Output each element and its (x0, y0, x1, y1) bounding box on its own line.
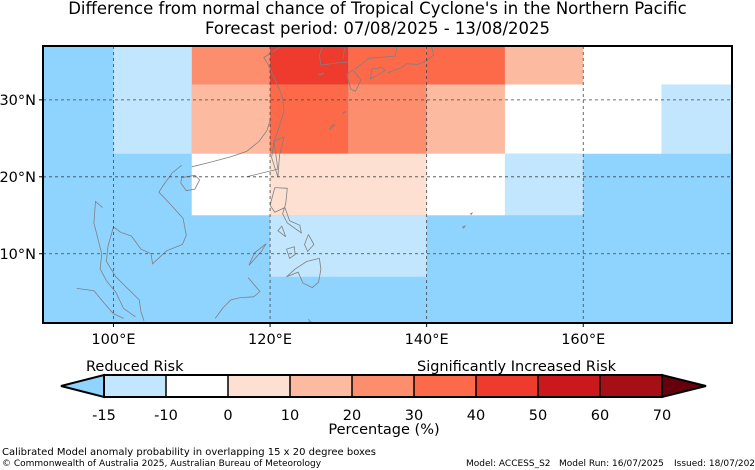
legend-ticks: -15 -10 0 10 20 30 40 50 60 70 (92, 408, 671, 424)
risk-cell-16 (504, 153, 584, 216)
chart-title: Difference from normal chance of Tropica… (68, 0, 687, 18)
coastline-15 (346, 69, 362, 92)
legend-swatch (228, 375, 290, 397)
color-legend: Reduced Risk Significantly Increased Ris… (60, 359, 707, 438)
footer-issued: Issued: 18/07/2025 (674, 459, 755, 469)
coastline-18 (387, 46, 435, 74)
risk-cell-1 (270, 46, 349, 85)
risk-cell-2 (348, 46, 427, 85)
risk-cell-14 (270, 153, 427, 216)
legend-reduced-risk-label: Reduced Risk (86, 359, 184, 375)
coastline-21 (318, 72, 325, 76)
coastline-10 (304, 234, 315, 253)
coastline-16 (369, 67, 386, 80)
lat-tick-label: 10°N (0, 247, 36, 263)
risk-cell-3 (426, 46, 505, 85)
coastline-19 (318, 46, 348, 66)
forecast-period: Forecast period: 07/08/2025 - 13/08/2025 (204, 19, 551, 38)
legend-tick-label: 50 (529, 408, 547, 424)
risk-cell-5 (583, 46, 732, 85)
legend-tick-label: 20 (343, 408, 361, 424)
risk-cell-4 (504, 46, 584, 85)
coastline-0 (271, 136, 285, 177)
coastline-9 (248, 243, 267, 266)
legend-swatch (166, 375, 228, 397)
coastline-13 (214, 277, 261, 319)
coastline-3 (105, 164, 187, 321)
legend-swatch (600, 375, 662, 397)
footer-model: Model: ACCESS_S2 (466, 459, 551, 469)
coastline-20 (342, 46, 345, 60)
coastline-24 (462, 225, 466, 229)
risk-cell-15 (426, 153, 505, 216)
coastline-22 (329, 124, 336, 131)
longitude-ticks: 100°E 120°E 140°E 160°E (91, 323, 605, 348)
legend-swatch (104, 375, 166, 397)
coastline-2 (191, 118, 272, 168)
latitude-ticks: 10°N 20°N 30°N (0, 93, 43, 263)
legend-tick-label: 30 (405, 408, 423, 424)
risk-cell-12 (661, 84, 732, 154)
risk-cell-9 (348, 84, 427, 154)
legend-tick-label: 60 (591, 408, 609, 424)
lon-tick-label: 100°E (91, 332, 135, 348)
lon-tick-label: 140°E (405, 332, 449, 348)
lon-tick-label: 120°E (248, 332, 292, 348)
legend-tick-label: 40 (467, 408, 485, 424)
legend-tick-label: 70 (653, 408, 671, 424)
legend-swatch (352, 375, 414, 397)
legend-tick-label: 10 (281, 408, 299, 424)
footer-model-run: Model Run: 16/07/2025 (559, 459, 664, 469)
coastline-4 (93, 200, 136, 318)
lat-tick-label: 20°N (0, 170, 36, 186)
legend-tick-label: -10 (154, 408, 178, 424)
coastline-6 (180, 174, 201, 192)
coastline-14 (285, 318, 312, 323)
legend-axis-label: Percentage (%) (328, 422, 439, 438)
risk-cell-13 (191, 153, 271, 216)
legend-over-arrow (661, 373, 707, 399)
coastlines (76, 46, 473, 323)
legend-swatch (538, 375, 600, 397)
legend-bar-outline (103, 374, 663, 398)
risk-cell-10 (426, 84, 505, 154)
graticule (43, 46, 732, 323)
legend-swatch (290, 375, 352, 397)
legend-tick-label: -15 (92, 408, 116, 424)
coastline-1 (246, 46, 285, 178)
coastline-23 (342, 111, 347, 115)
risk-cell-0 (191, 46, 271, 85)
map-frame (42, 45, 733, 324)
risk-cell-7 (191, 84, 271, 154)
coastline-11 (286, 246, 296, 260)
lon-tick-label: 160°E (561, 332, 605, 348)
risk-cell-17 (270, 215, 427, 277)
coastline-5 (76, 288, 124, 319)
legend-tick-label: 0 (223, 408, 232, 424)
coastline-7 (269, 187, 302, 234)
footer-caption: Calibrated Model anomaly probability in … (2, 447, 377, 458)
coastline-8 (277, 225, 287, 238)
coastline-25 (469, 212, 473, 215)
legend-under-arrow (60, 373, 105, 399)
map-plot-area (43, 46, 732, 323)
legend-increased-risk-label: Significantly Increased Risk (417, 359, 617, 375)
legend-swatch (476, 375, 538, 397)
lat-tick-label: 30°N (0, 93, 36, 109)
coastline-12 (286, 257, 322, 289)
legend-swatch (414, 375, 476, 397)
footer-copyright: © Commonwealth of Australia 2025, Austra… (2, 459, 322, 469)
legend-colorbar (60, 373, 707, 399)
